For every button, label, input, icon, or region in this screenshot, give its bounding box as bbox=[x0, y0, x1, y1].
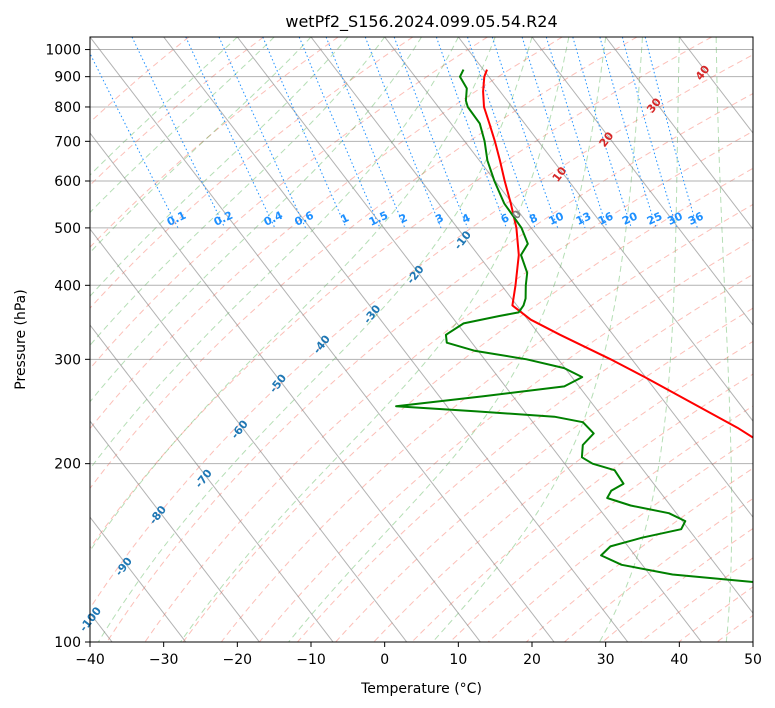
mixing-ratio-line bbox=[185, 37, 276, 229]
dry-adiabat bbox=[90, 37, 712, 549]
mixing-ratio-line bbox=[572, 37, 632, 229]
dry-adiabat bbox=[335, 307, 753, 642]
y-tick-label: 400 bbox=[54, 278, 81, 294]
moist-adiabat bbox=[715, 37, 733, 642]
mixing-ratio-line bbox=[131, 37, 226, 229]
dry-adiabat bbox=[90, 37, 414, 309]
dry-adiabat bbox=[182, 167, 753, 642]
mixing-ratio-line bbox=[218, 37, 307, 229]
y-tick-label: 900 bbox=[54, 70, 81, 86]
moist-adiabat bbox=[90, 37, 496, 552]
isotherm-line bbox=[90, 37, 555, 642]
isotherm-line bbox=[384, 37, 753, 518]
y-tick-label: 1000 bbox=[45, 43, 81, 59]
mixing-ratio-line bbox=[599, 37, 657, 229]
y-tick-label: 100 bbox=[54, 635, 81, 651]
moist-adiabat bbox=[90, 37, 238, 176]
dry-adiabat bbox=[525, 467, 753, 642]
moist-adiabat bbox=[288, 37, 607, 642]
dry-adiabat bbox=[90, 37, 563, 430]
mixing-ratio-line bbox=[491, 37, 559, 229]
mixing-ratio-line bbox=[621, 37, 678, 229]
dry-adiabat bbox=[90, 37, 339, 248]
isotherm-line bbox=[163, 37, 629, 642]
moist-adiabat bbox=[432, 37, 643, 642]
y-tick-label: 200 bbox=[54, 457, 81, 473]
moist-adiabat bbox=[599, 37, 680, 642]
moist-adiabat bbox=[90, 37, 312, 254]
y-tick-label: 500 bbox=[54, 221, 81, 237]
grid-layer bbox=[90, 37, 753, 642]
isotherm-line bbox=[310, 37, 753, 615]
x-tick-label: 50 bbox=[744, 652, 762, 668]
dry-adiabat bbox=[90, 37, 488, 370]
mixing-ratio-label: 16 bbox=[596, 209, 616, 227]
x-axis-title: Temperature (°C) bbox=[360, 681, 482, 697]
mixing-ratio-label: 36 bbox=[686, 209, 706, 227]
mixing-ratio-line bbox=[467, 37, 536, 229]
isotherm-line bbox=[605, 37, 753, 230]
mixing-ratio-label: 20 bbox=[620, 209, 640, 227]
dry-adiabat bbox=[106, 92, 753, 642]
x-tick-label: 40 bbox=[670, 652, 688, 668]
x-tick-label: 30 bbox=[597, 652, 615, 668]
y-axis-title: Pressure (hPa) bbox=[13, 289, 29, 389]
moist-adiabat bbox=[97, 37, 533, 642]
moist-adiabat bbox=[90, 37, 275, 214]
mixing-ratio-line bbox=[545, 37, 608, 229]
y-tick-label: 600 bbox=[54, 174, 81, 190]
dry-adiabat bbox=[373, 340, 753, 642]
moist-adiabat bbox=[90, 37, 386, 347]
mixing-ratio-label: 25 bbox=[645, 210, 664, 228]
x-tick-label: 0 bbox=[380, 652, 389, 668]
mixing-ratio-label: 13 bbox=[574, 210, 593, 228]
mixing-ratio-line bbox=[298, 37, 381, 229]
isotherm-line bbox=[90, 420, 260, 642]
dry-adiabat bbox=[259, 239, 753, 642]
mixing-ratio-label: 10 bbox=[547, 209, 567, 227]
isotherm-line bbox=[90, 324, 334, 642]
tick-layer: −40 −30 −20 −10 0 10 20 30 40 50 100 200 300 400 500 60… bbox=[45, 43, 762, 668]
moist-adiabat bbox=[90, 37, 422, 403]
y-tick-label: 700 bbox=[54, 134, 81, 150]
dry-adiabat bbox=[90, 54, 753, 610]
y-tick-label: 300 bbox=[54, 352, 81, 368]
mixing-ratio-line bbox=[435, 37, 507, 229]
mixing-ratio-label: 30 bbox=[665, 209, 685, 227]
temperature-profile bbox=[482, 69, 753, 439]
isotherm-line bbox=[90, 132, 481, 642]
x-tick-label: −20 bbox=[223, 652, 253, 668]
dewpoint-profile bbox=[395, 69, 753, 583]
x-tick-label: −10 bbox=[296, 652, 326, 668]
x-tick-label: −40 bbox=[75, 652, 105, 668]
x-tick-label: −30 bbox=[149, 652, 179, 668]
isotherm-line bbox=[90, 516, 187, 642]
plot-frame bbox=[89, 36, 754, 643]
chart-title: wetPf2_S156.2024.099.05.54.R24 bbox=[285, 12, 557, 32]
dry-adiabat bbox=[564, 498, 753, 642]
data-layer bbox=[395, 69, 753, 583]
mixing-ratio-line bbox=[644, 37, 698, 229]
dry-adiabat bbox=[144, 130, 753, 642]
x-tick-label: 20 bbox=[523, 652, 541, 668]
x-tick-label: 10 bbox=[449, 652, 467, 668]
isotherm-line bbox=[531, 37, 753, 326]
isotherm-line bbox=[90, 228, 408, 642]
dry-adiabat bbox=[90, 37, 638, 490]
dry-adiabat bbox=[487, 436, 753, 642]
y-tick-label: 800 bbox=[54, 100, 81, 116]
isotherm-line bbox=[457, 37, 753, 422]
dry-adiabat bbox=[602, 527, 753, 642]
moist-adiabat bbox=[180, 37, 570, 642]
mixing-ratio-line bbox=[521, 37, 586, 229]
moist-adiabat bbox=[90, 37, 459, 470]
isotherm-line bbox=[236, 37, 702, 642]
